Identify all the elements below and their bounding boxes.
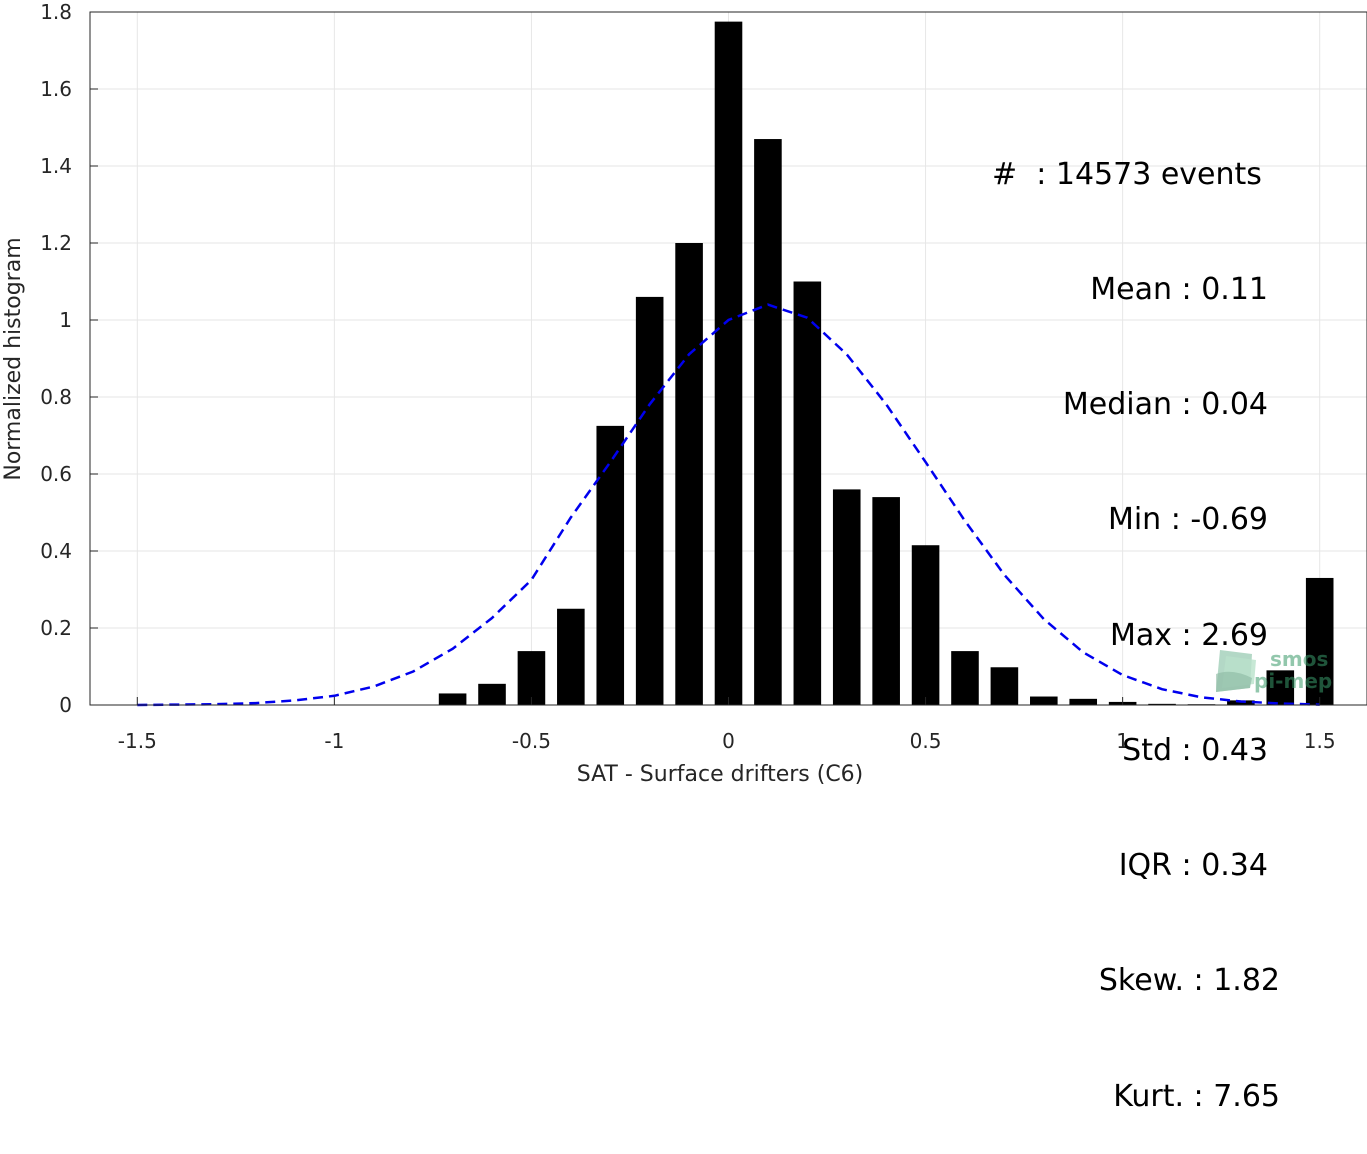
stat-std: Std : 0.43 — [1122, 732, 1268, 768]
x-tick-label: 0.5 — [910, 729, 942, 753]
x-tick-label: 1 — [1116, 729, 1129, 753]
histogram-bar — [438, 693, 467, 705]
x-tick-label: -0.5 — [512, 729, 551, 753]
histogram-bar — [517, 651, 546, 705]
y-tick-label: 0.2 — [40, 616, 72, 640]
y-tick-label: 0.6 — [40, 462, 72, 486]
histogram-bar — [557, 608, 585, 705]
histogram-chart: -1.5 -1 -0.5 0 0.5 1 1.5 0 0.2 0.4 0.6 0.8 1 1.2 1.4 1… — [1, 0, 1367, 785]
y-tick-label: 1.2 — [40, 231, 72, 255]
smos-pi-mep-logo: smos pi-mep — [1216, 647, 1332, 693]
histogram-bar — [793, 281, 822, 705]
stat-skew: Skew. : 1.82 — [1098, 963, 1280, 999]
x-tick-label: 0 — [722, 729, 735, 753]
y-tick-label: 1.8 — [40, 0, 72, 24]
logo-text-smos: smos — [1270, 647, 1328, 671]
histogram-bar — [754, 139, 782, 706]
stat-iqr: IQR : 0.34 — [1118, 848, 1268, 884]
x-tick-label: 1.5 — [1304, 729, 1336, 753]
y-tick-label: 1.6 — [40, 77, 72, 101]
statistics-annotation: # : 14573 events Mean : 0.11 Median : 0.… — [960, 79, 1280, 1154]
stat-max: Max : 2.69 — [1110, 617, 1268, 653]
y-tick-label: 0.8 — [40, 385, 72, 409]
stat-kurt: Kurt. : 7.65 — [1113, 1078, 1280, 1114]
histogram-bar — [1030, 696, 1058, 705]
y-tick-label: 1.4 — [40, 154, 72, 178]
histogram-bar — [1305, 577, 1334, 705]
histogram-bar — [951, 651, 979, 705]
y-tick-label: 1 — [59, 308, 72, 332]
histogram-bar — [1266, 670, 1295, 705]
y-tick-label: 0.4 — [40, 539, 72, 563]
x-axis-ticks: -1.5 -1 -0.5 0 0.5 1 1.5 — [118, 697, 1336, 753]
stat-mean: Mean : 0.11 — [1090, 272, 1268, 308]
normal-fit-curve — [137, 303, 1320, 707]
y-tick-label: 0 — [59, 693, 72, 717]
histogram-bars — [438, 21, 1334, 706]
histogram-bar — [872, 497, 900, 705]
x-tick-label: -1.5 — [118, 729, 157, 753]
y-axis-label: Normalized histogram — [1, 237, 26, 480]
x-axis-label: SAT - Surface drifters (C6) — [577, 762, 864, 785]
histogram-bar — [596, 425, 625, 705]
histogram-bar — [478, 683, 506, 705]
stat-min: Min : -0.69 — [1107, 502, 1268, 538]
histogram-bar — [990, 667, 1019, 705]
stat-count: # : 14573 events — [992, 156, 1262, 192]
histogram-bar — [1148, 703, 1176, 705]
logo-text-pi-mep: pi-mep — [1254, 669, 1332, 693]
histogram-bar — [1069, 698, 1098, 705]
x-tick-label: -1 — [324, 729, 344, 753]
histogram-bar — [675, 243, 703, 705]
histogram-bar — [635, 296, 664, 705]
stat-median: Median : 0.04 — [1062, 387, 1268, 423]
histogram-bar — [832, 489, 861, 705]
y-axis-ticks: 0 0.2 0.4 0.6 0.8 1 1.2 1.4 1.6 1.8 — [40, 0, 98, 717]
histogram-bar — [714, 21, 743, 705]
histogram-bar — [911, 545, 940, 705]
